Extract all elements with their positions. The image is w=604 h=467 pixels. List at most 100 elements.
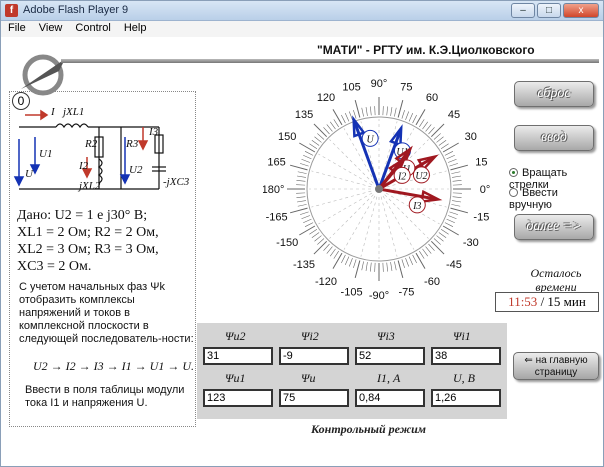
- task-text: С учетом начальных фаз Ψk отобразить ком…: [19, 281, 194, 345]
- field-psi-i1[interactable]: 38: [431, 347, 501, 365]
- menu-file[interactable]: File: [8, 22, 26, 34]
- label-u2: U2: [129, 164, 143, 176]
- dial-tick: [397, 260, 404, 278]
- dial-ray: [380, 121, 398, 182]
- menu-help[interactable]: Help: [123, 22, 147, 34]
- reset-button[interactable]: сброс: [514, 81, 594, 107]
- label-u: U: [25, 168, 34, 180]
- dial-tick: [296, 180, 306, 182]
- field-psi-i2[interactable]: -9: [279, 347, 349, 365]
- phasor-diagram[interactable]: UU1U2I1I2I3 0°153045607590°1051201351501…: [263, 71, 495, 311]
- phasor-vector[interactable]: [378, 187, 435, 201]
- close-button[interactable]: x: [563, 3, 599, 18]
- dial-tick: [415, 109, 426, 126]
- label-jxc3: -jXC3: [163, 176, 190, 188]
- dial-tick: [290, 207, 308, 214]
- dial-tick: [370, 262, 372, 272]
- label-u1: U1: [39, 148, 52, 160]
- angle-label: -105: [341, 286, 363, 298]
- dial-tick: [436, 235, 444, 242]
- dial-tick: [450, 164, 468, 171]
- dial-tick: [290, 164, 308, 171]
- dial-tick: [405, 257, 410, 267]
- minimize-button[interactable]: –: [511, 3, 535, 18]
- dial-tick: [419, 250, 425, 259]
- dial-tick: [309, 229, 318, 235]
- dial-tick: [446, 218, 455, 224]
- given-line-3: XL2 = 3 Ом; R3 = 3 Ом,: [17, 242, 159, 257]
- header-psi-u: Ψu: [301, 371, 316, 385]
- phasor-arrowhead: [387, 155, 407, 177]
- dial-tick: [297, 171, 307, 174]
- dial-tick: [304, 222, 314, 227]
- timer-total: / 15 мин: [540, 294, 586, 309]
- phasor-vector[interactable]: [377, 161, 403, 190]
- angle-label: 45: [448, 109, 460, 121]
- angle-label: 30: [465, 131, 477, 143]
- dial-tick: [323, 127, 330, 135]
- given-line-1: Дано: U2 = 1 e j30° В;: [17, 208, 148, 223]
- dial-ray: [311, 170, 372, 188]
- radio-empty-icon[interactable]: [509, 188, 518, 197]
- phasor-vector[interactable]: [377, 131, 402, 190]
- dial-tick: [452, 200, 462, 203]
- label-i2: I2: [78, 160, 89, 172]
- dial-ray: [311, 190, 372, 208]
- sequence-chain: U2 → I2 → I3 → I1 → U1 → U.: [33, 359, 194, 373]
- dial-ray: [329, 139, 374, 184]
- menu-control[interactable]: Control: [75, 22, 111, 34]
- dial-tick: [425, 246, 432, 254]
- angle-label: 15: [475, 157, 487, 169]
- header-i1: I1, А: [377, 371, 401, 385]
- dial-tick: [412, 114, 417, 124]
- dial-tick: [433, 238, 441, 245]
- mati-logo-icon: [21, 54, 65, 96]
- rotate-arrows-option[interactable]: Вращать стрелки: [509, 167, 568, 191]
- dial-tick: [436, 136, 444, 143]
- header-divider: [61, 59, 599, 63]
- field-psi-u[interactable]: 75: [279, 389, 349, 407]
- dial-ray: [382, 195, 415, 250]
- dial-tick: [428, 127, 435, 135]
- dial-tick: [326, 124, 333, 132]
- dial-tick: [415, 252, 426, 269]
- enter-button[interactable]: ввод: [514, 125, 594, 151]
- radio-selected-icon[interactable]: [509, 168, 518, 177]
- dial-tick: [440, 229, 449, 235]
- field-psi-i3[interactable]: 52: [355, 347, 425, 365]
- dial-tick: [317, 133, 325, 140]
- angle-label: 135: [295, 109, 313, 121]
- manual-entry-option[interactable]: Ввести вручную: [509, 187, 558, 211]
- angle-label: -45: [446, 259, 462, 271]
- dial-tick: [317, 238, 325, 245]
- task-panel: [9, 91, 196, 427]
- phasor-label-circle: [393, 166, 411, 184]
- field-u-magnitude[interactable]: 1,26: [431, 389, 501, 407]
- dial-tick: [365, 106, 368, 116]
- phasor-label-circle: [361, 129, 379, 147]
- window-title: Adobe Flash Player 9: [23, 4, 129, 16]
- label-jxl2: jXL2: [77, 180, 101, 192]
- dial-tick: [430, 123, 445, 138]
- dial-tick: [341, 114, 346, 124]
- home-button[interactable]: ⇐ на главную страницу: [513, 352, 599, 380]
- dial-tick: [447, 215, 457, 220]
- field-psi-u2[interactable]: 31: [203, 347, 273, 365]
- answer-table: Ψu2 Ψi2 Ψi3 Ψi1 31 -9 52 38 Ψu1 Ψu I1, А…: [197, 323, 507, 419]
- dial-tick: [344, 113, 350, 122]
- dial-tick: [314, 136, 322, 143]
- dial-tick: [386, 262, 388, 272]
- field-psi-u1[interactable]: 123: [203, 389, 273, 407]
- dial-tick: [438, 232, 447, 239]
- dial-tick: [401, 259, 405, 269]
- dial-tick: [311, 232, 320, 239]
- dial-tick: [370, 106, 372, 116]
- dial-tick: [299, 225, 316, 236]
- dial-tick: [449, 163, 459, 167]
- next-button[interactable]: далее =>: [514, 214, 594, 240]
- dial-tick: [419, 119, 425, 128]
- maximize-button[interactable]: □: [537, 3, 561, 18]
- menu-view[interactable]: View: [38, 22, 63, 34]
- field-i1-magnitude[interactable]: 0,84: [355, 389, 425, 407]
